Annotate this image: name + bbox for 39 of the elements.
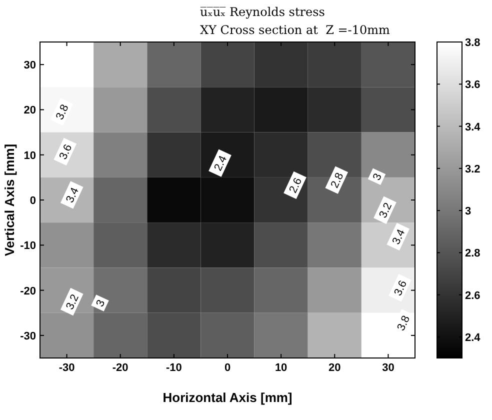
x-tick-label: -20 [112,362,128,374]
color-bar-label: 3 [465,206,472,218]
annotation: 3.8 [395,314,413,333]
x-tick-label: -10 [166,362,182,374]
annotation: 2.8 [328,171,346,190]
color-bar-label: 2.8 [465,248,480,260]
annotation: 3.8 [54,102,72,122]
color-bar-label: 2.4 [465,332,482,344]
x-tick-label: 10 [274,362,288,374]
color-bar-label: 3.2 [465,163,480,176]
color-bar-label: 2.6 [465,290,480,302]
chart-title: u̅ₓ̅u̅ₓ̅ Reynolds stress [200,5,325,19]
annotation: 2.4 [212,154,230,173]
x-tick-label: 0 [224,362,231,374]
y-tick-label: 30 [24,60,36,72]
color-bar-label: 3.4 [465,121,482,134]
y-tick-label: 20 [24,104,36,117]
annotation: 3.2 [64,292,82,312]
x-axis-title: Horizontal Axis [mm] [162,390,292,405]
y-tick-label: -30 [20,330,36,342]
color-bar-label: 3.8 [465,37,480,49]
chart-subtitle: XY Cross section at Z =-10mm [200,23,390,37]
y-tick-label: 0 [30,195,36,207]
y-tick-label: -20 [20,285,36,298]
y-tick-label: -10 [20,240,36,252]
x-tick-label: 30 [382,362,394,374]
annotation: 3.2 [377,201,395,220]
annotation: 3.4 [390,228,408,247]
annotation: 3.6 [57,142,75,162]
annotation: 2.6 [287,176,305,196]
annotation: 3.4 [64,186,82,205]
color-bar-label: 3.6 [465,79,480,92]
annotation: 3 [370,172,384,182]
annotation: 3 [94,298,108,309]
annotation: 3.6 [392,278,410,298]
x-tick-label: 20 [328,362,341,374]
y-tick-label: 10 [24,150,36,162]
y-axis-title: Vertical Axis [mm] [2,144,17,256]
x-tick-label: -30 [58,362,75,374]
